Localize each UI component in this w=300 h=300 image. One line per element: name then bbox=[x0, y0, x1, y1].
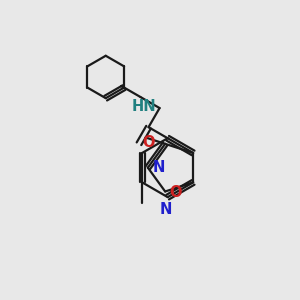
Text: HN: HN bbox=[132, 99, 157, 114]
Text: N: N bbox=[152, 160, 165, 175]
Text: O: O bbox=[142, 135, 155, 150]
Text: N: N bbox=[160, 202, 172, 217]
Text: O: O bbox=[169, 185, 182, 200]
